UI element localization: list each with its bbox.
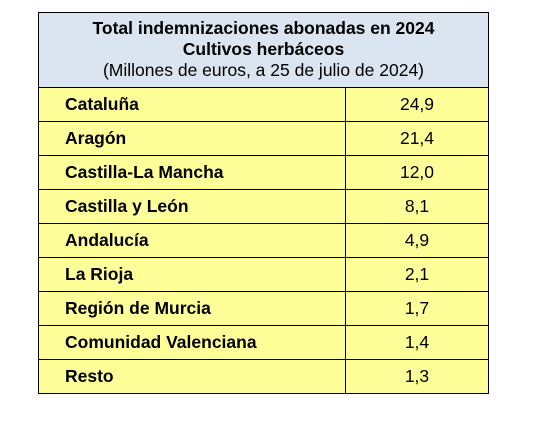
table-row: La Rioja 2,1 bbox=[38, 257, 489, 292]
region-cell: Castilla y León bbox=[38, 189, 346, 224]
table-subtitle: Cultivos herbáceos bbox=[182, 39, 345, 59]
region-cell: Resto bbox=[38, 359, 346, 394]
region-cell: Aragón bbox=[38, 121, 346, 156]
region-cell: Cataluña bbox=[38, 87, 346, 122]
value-cell: 21,4 bbox=[345, 121, 489, 156]
table-header-row: Total indemnizaciones abonadas en 2024 C… bbox=[38, 12, 489, 88]
indemnities-table: Total indemnizaciones abonadas en 2024 C… bbox=[38, 12, 489, 394]
table-row: Comunidad Valenciana 1,4 bbox=[38, 325, 489, 360]
table-row: Andalucía 4,9 bbox=[38, 223, 489, 258]
region-cell: Comunidad Valenciana bbox=[38, 325, 346, 360]
region-cell: Región de Murcia bbox=[38, 291, 346, 326]
value-cell: 1,3 bbox=[345, 359, 489, 394]
table-row: Castilla y León 8,1 bbox=[38, 189, 489, 224]
value-cell: 4,9 bbox=[345, 223, 489, 258]
value-cell: 2,1 bbox=[345, 257, 489, 292]
value-cell: 12,0 bbox=[345, 155, 489, 190]
table-row: Castilla-La Mancha 12,0 bbox=[38, 155, 489, 190]
value-cell: 1,4 bbox=[345, 325, 489, 360]
table-title: Total indemnizaciones abonadas en 2024 bbox=[92, 18, 435, 38]
value-cell: 8,1 bbox=[345, 189, 489, 224]
table-header: Total indemnizaciones abonadas en 2024 C… bbox=[38, 12, 489, 88]
table-units-note: (Millones de euros, a 25 de julio de 202… bbox=[102, 60, 425, 80]
value-cell: 1,7 bbox=[345, 291, 489, 326]
region-cell: Andalucía bbox=[38, 223, 346, 258]
region-cell: La Rioja bbox=[38, 257, 346, 292]
table-row: Región de Murcia 1,7 bbox=[38, 291, 489, 326]
region-cell: Castilla-La Mancha bbox=[38, 155, 346, 190]
table-container: Total indemnizaciones abonadas en 2024 C… bbox=[38, 12, 489, 394]
table-row: Resto 1,3 bbox=[38, 359, 489, 394]
table-row: Aragón 21,4 bbox=[38, 121, 489, 156]
value-cell: 24,9 bbox=[345, 87, 489, 122]
table-row: Cataluña 24,9 bbox=[38, 87, 489, 122]
